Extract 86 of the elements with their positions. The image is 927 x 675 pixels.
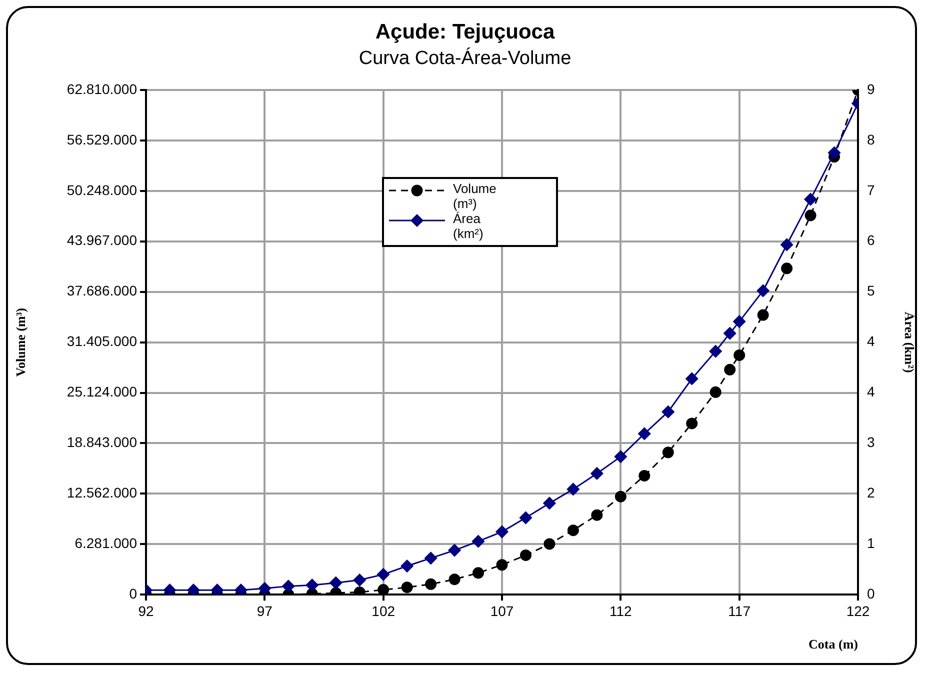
chart-subtitle: Curva Cota-Área-Volume [358,46,572,69]
point [638,427,651,440]
y2-tick-label: 5 [867,282,875,299]
y-tick-label: 12.562.000 [66,484,138,501]
point [496,526,508,538]
point [756,284,770,297]
point [519,512,532,524]
y2-tick-label: 7 [867,182,875,198]
point [377,568,390,581]
x-tick-label: 92 [138,602,154,619]
point [567,524,579,536]
point [282,580,295,592]
point [543,496,556,510]
point [472,535,485,548]
point [734,349,746,361]
point [425,578,437,590]
point [724,327,736,340]
point [378,584,390,595]
point [210,584,224,595]
point [566,482,580,496]
y-tick-label: 6.281.000 [74,535,138,551]
y2-tick-label: 6 [867,232,875,248]
y-tick-label: 25.124.000 [66,384,138,400]
legend-label: Volume (m³) [453,181,496,212]
y2-tick-label: 1 [867,535,875,551]
point [733,315,746,328]
point [780,238,794,251]
x-tick-label: 107 [490,602,514,619]
point [330,576,342,590]
point [614,450,627,463]
chart-title: Açude: Tejuçuoca [375,20,555,44]
y-axis-title: Volume (m³) [13,308,28,377]
y2-tick-label: 4 [867,384,875,400]
x-tick-label: 112 [610,602,632,619]
point [234,584,248,595]
y-tick-label: 62.810.000 [66,80,138,97]
point [163,584,176,595]
y-tick-label: 43.967.000 [66,232,138,248]
point [781,262,793,274]
y2-axis-title: Área (km²) [902,312,917,373]
point [496,559,508,571]
y2-tick-label: 9 [867,80,875,97]
x-tick-label: 97 [256,602,273,619]
y2-tick-label: 8 [867,131,875,148]
point [686,418,698,430]
point [828,146,841,160]
point [662,406,674,418]
y2-tick-label: 3 [867,434,875,450]
point [353,574,366,586]
point [710,386,722,398]
point [804,193,817,206]
y-tick-label: 31.405.000 [66,333,138,350]
y-tick-label: 0 [129,585,138,602]
x-axis-title: Cota (m) [808,636,858,652]
x-tick-label: 122 [846,602,870,619]
point [424,552,438,564]
point [591,509,603,521]
point [662,446,674,458]
point [472,567,484,579]
point [520,549,532,561]
y-tick-label: 50.248.000 [66,182,138,198]
point [448,544,461,557]
y-tick-label: 18.843.000 [66,434,138,450]
point [401,582,413,594]
y-tick-label: 37.686.000 [66,282,138,299]
point [804,210,816,222]
point [448,574,460,586]
y2-tick-label: 0 [867,585,875,602]
point [757,309,769,321]
point [686,372,698,385]
point [709,345,722,358]
point [590,467,604,480]
x-tick-label: 117 [728,602,751,619]
point [544,538,556,550]
point [306,578,318,592]
point [258,582,271,595]
x-tick-label: 102 [372,602,396,619]
y-tick-label: 56.529.000 [66,131,138,148]
point [638,470,650,482]
point [400,560,414,572]
point [187,584,200,595]
legend-label: Área (km²) [453,211,484,242]
y2-tick-label: 4 [867,333,875,350]
y2-tick-label: 2 [867,484,875,501]
point [614,490,626,502]
point [724,364,736,376]
